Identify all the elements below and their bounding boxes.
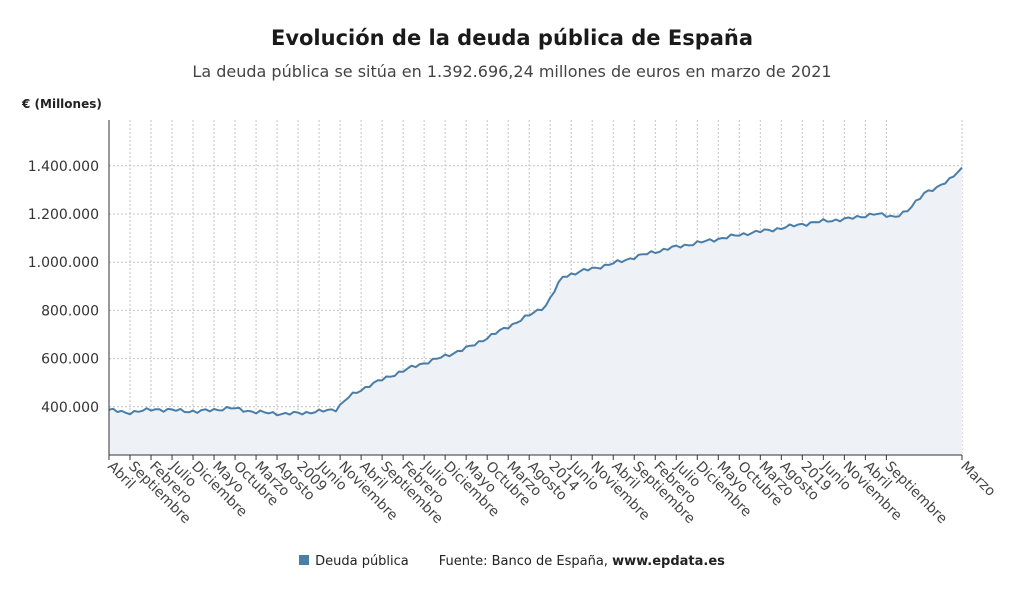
gridlines [108,120,963,460]
chart-area: € (Millones) 400.000 600.000 800.000 1.000.… [21,97,998,527]
x-tick-labels: AbrilSeptiembreFebreroJulioDiciembreMayo… [104,458,998,527]
y-axis-label: € (Millones) [21,97,102,111]
chart-subtitle: La deuda pública se sitúa en 1.392.696,2… [192,62,832,81]
y-tick-label: 600.000 [41,352,99,368]
y-tick-label: 1.200.000 [28,207,99,223]
y-tick-label: 1.400.000 [28,159,99,175]
chart-title: Evolución de la deuda pública de España [270,26,754,50]
y-tick-label: 800.000 [41,303,99,319]
legend-swatch [299,555,310,565]
y-tick-label: 400.000 [41,400,99,416]
source-label: Fuente: Banco de España, [438,554,608,569]
source-site: www.epdata.es [612,554,725,569]
series-line [108,166,963,417]
legend-item-deuda-publica: Deuda pública [315,554,409,569]
legend: Deuda pública Fuente: Banco de España, ww… [0,554,1024,569]
y-tick-labels: 400.000 600.000 800.000 1.000.000 1.200.000 1… [28,159,99,416]
x-tick-label: Marzo [957,459,998,500]
y-tick-label: 1.000.000 [28,255,99,271]
